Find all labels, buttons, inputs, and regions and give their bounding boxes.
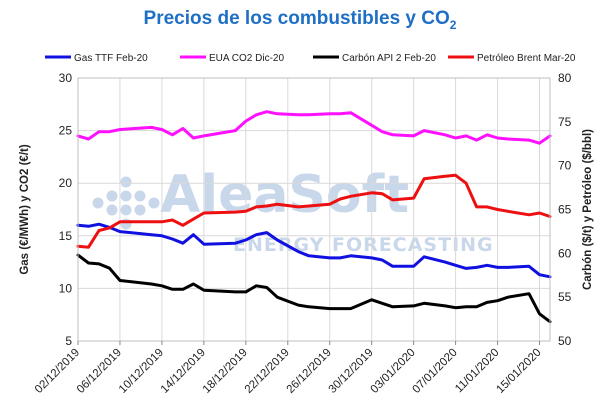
watermark-dot xyxy=(106,204,118,216)
watermark-dot xyxy=(134,204,146,216)
chart-title-subscript: 2 xyxy=(449,17,457,32)
y-right-tick-label: 50 xyxy=(558,334,572,348)
plot-frame xyxy=(77,77,551,342)
watermark-dot xyxy=(120,218,132,230)
series-lines xyxy=(76,110,552,324)
y-right-tick-label: 60 xyxy=(558,246,572,260)
y-left-tick-label: 20 xyxy=(59,176,73,190)
watermark-dot xyxy=(134,190,146,202)
y-left-axis-label: Gas (€/MWh) y CO2 (€/t) xyxy=(19,144,31,275)
y-left-tick-label: 15 xyxy=(59,229,73,243)
series-line-3 xyxy=(76,173,552,249)
y-right-tick-label: 80 xyxy=(558,71,572,85)
legend: Gas TTF Feb-20 EUA CO2 Dic-20 Carbón API 2… xyxy=(45,53,576,64)
watermark-dot xyxy=(120,176,132,188)
watermark-dot xyxy=(148,197,160,209)
y-left-tick-label: 25 xyxy=(59,124,73,138)
y-right-tick-label: 55 xyxy=(558,290,572,304)
legend-label: Petróleo Brent Mar-20 xyxy=(477,53,576,64)
y-right-tick-label: 65 xyxy=(558,203,572,217)
y-left-tick-label: 30 xyxy=(59,71,73,85)
series-line-0 xyxy=(76,222,552,279)
chart-title-text: Precios de los combustibles y CO xyxy=(143,8,450,29)
watermark-dot xyxy=(106,190,118,202)
y-left-tick-label: 10 xyxy=(59,281,73,295)
watermark-dot xyxy=(120,190,132,202)
series-line-1 xyxy=(76,110,552,145)
x-tick-label: 15/01/2020 xyxy=(494,347,543,396)
y-right-tick-label: 75 xyxy=(558,115,572,129)
y-left-tick-label: 5 xyxy=(65,334,72,348)
legend-label: EUA CO2 Dic-20 xyxy=(209,53,284,64)
legend-label: Gas TTF Feb-20 xyxy=(74,53,148,64)
watermark-dot xyxy=(92,197,104,209)
chart-title: Precios de los combustibles y CO2 xyxy=(0,8,600,32)
legend-label: Carbón API 2 Feb-20 xyxy=(342,53,436,64)
watermark-dot xyxy=(120,204,132,216)
x-tick-label: 07/01/2020 xyxy=(411,347,460,396)
y-right-tick-label: 70 xyxy=(558,159,572,173)
series-line-2 xyxy=(76,253,552,324)
y-right-axis-label: Carbón ($/t) y Petróleo ($/bbl) xyxy=(582,129,594,290)
